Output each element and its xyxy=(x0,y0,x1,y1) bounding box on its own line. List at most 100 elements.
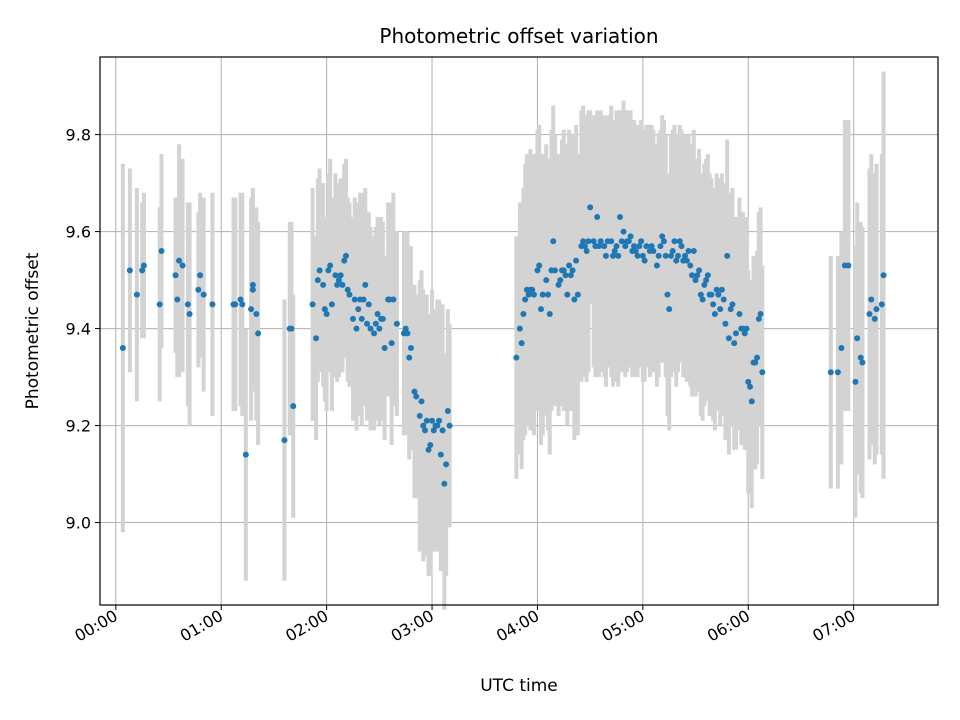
data-point xyxy=(237,296,244,303)
data-point xyxy=(537,306,544,313)
data-point xyxy=(249,286,256,293)
data-point xyxy=(550,238,557,245)
data-point xyxy=(838,344,845,351)
data-point xyxy=(566,262,573,269)
data-point xyxy=(613,243,620,250)
data-point xyxy=(615,252,622,259)
data-point xyxy=(323,311,330,318)
data-point xyxy=(255,330,262,337)
data-point xyxy=(722,320,729,327)
data-point xyxy=(574,291,581,298)
data-point xyxy=(682,252,689,259)
data-point xyxy=(609,252,616,259)
data-point xyxy=(422,427,429,434)
data-point xyxy=(671,238,678,245)
data-point xyxy=(871,315,878,322)
data-point xyxy=(689,272,696,279)
data-point xyxy=(618,238,625,245)
data-point xyxy=(641,257,648,264)
data-point xyxy=(636,243,643,250)
data-point xyxy=(209,301,216,308)
data-point xyxy=(534,267,541,274)
data-point xyxy=(620,228,627,235)
data-point xyxy=(562,272,569,279)
data-point xyxy=(248,306,255,313)
data-point xyxy=(666,306,673,313)
data-point xyxy=(692,277,699,284)
data-point xyxy=(388,340,395,347)
data-point xyxy=(878,301,885,308)
data-point xyxy=(328,301,335,308)
data-point xyxy=(581,243,588,250)
data-point xyxy=(539,291,546,298)
data-point xyxy=(430,427,437,434)
data-point xyxy=(655,252,662,259)
data-point xyxy=(560,267,567,274)
data-point xyxy=(569,267,576,274)
y-tick-label: 9.8 xyxy=(66,126,91,145)
chart-title: Photometric offset variation xyxy=(379,24,658,48)
data-point xyxy=(653,262,660,269)
data-point xyxy=(731,340,738,347)
data-point xyxy=(694,272,701,279)
data-point xyxy=(602,252,609,259)
data-point xyxy=(585,238,592,245)
data-point xyxy=(342,252,349,259)
data-point xyxy=(334,281,341,288)
data-point xyxy=(381,344,388,351)
data-point xyxy=(699,296,706,303)
data-point xyxy=(332,272,339,279)
data-point xyxy=(390,296,397,303)
data-point xyxy=(429,417,436,424)
data-point xyxy=(557,277,564,284)
data-point xyxy=(617,214,624,221)
data-point xyxy=(371,330,378,337)
data-point xyxy=(757,311,764,318)
data-point xyxy=(868,296,875,303)
data-point xyxy=(133,291,140,298)
data-point xyxy=(358,315,365,322)
data-point xyxy=(580,238,587,245)
data-point xyxy=(564,291,571,298)
data-point xyxy=(249,281,256,288)
data-point xyxy=(320,281,327,288)
data-point xyxy=(674,252,681,259)
y-tick-label: 9.4 xyxy=(66,320,91,339)
data-point xyxy=(854,335,861,342)
data-point xyxy=(597,238,604,245)
data-point xyxy=(594,214,601,221)
data-point xyxy=(583,247,590,254)
data-point xyxy=(355,306,362,313)
data-point xyxy=(601,243,608,250)
plot-area-frame xyxy=(99,56,939,606)
data-point xyxy=(759,369,766,376)
data-point xyxy=(880,272,887,279)
data-point xyxy=(567,272,574,279)
data-point xyxy=(697,291,704,298)
data-point xyxy=(622,243,629,250)
data-point xyxy=(827,369,834,376)
data-point xyxy=(158,247,165,254)
data-point xyxy=(281,437,288,444)
data-point xyxy=(404,330,411,337)
y-axis-ticks: 9.0 9.2 9.4 9.6 9.8 xyxy=(66,126,100,533)
data-point xyxy=(174,296,181,303)
data-point xyxy=(239,301,246,308)
data-point xyxy=(543,277,550,284)
data-point xyxy=(724,252,731,259)
data-point xyxy=(290,403,297,410)
data-point xyxy=(313,335,320,342)
data-point xyxy=(242,451,249,458)
data-point xyxy=(857,354,864,361)
data-point xyxy=(638,238,645,245)
data-point xyxy=(402,325,409,332)
data-point xyxy=(729,301,736,308)
data-point xyxy=(634,252,641,259)
data-point xyxy=(696,267,703,274)
y-tick-label: 9.6 xyxy=(66,223,91,242)
data-point xyxy=(650,247,657,254)
data-point xyxy=(664,291,671,298)
data-point xyxy=(327,262,334,269)
data-point xyxy=(683,257,690,264)
data-point xyxy=(608,238,615,245)
